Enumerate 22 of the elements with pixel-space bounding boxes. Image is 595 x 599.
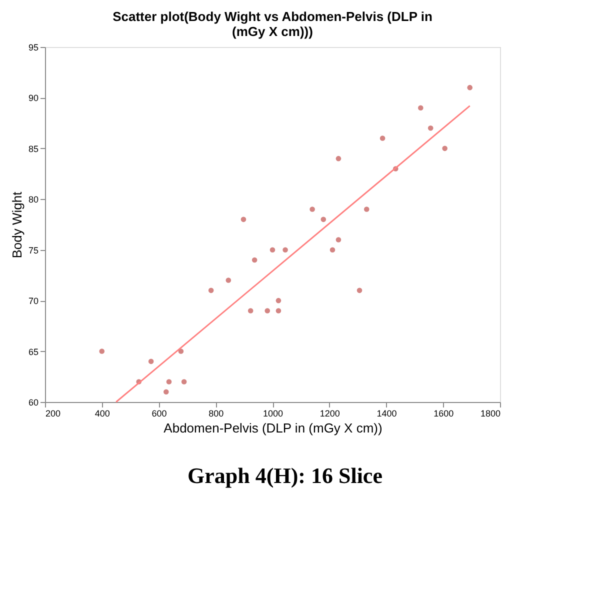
y-tick-label: 65 bbox=[28, 346, 38, 357]
y-tick-label: 80 bbox=[28, 194, 38, 205]
y-tick-label: 90 bbox=[28, 93, 38, 104]
x-tick-label: 1400 bbox=[376, 408, 397, 418]
y-tick-label: 95 bbox=[28, 42, 38, 52]
text: (mGy X cm))) bbox=[232, 24, 313, 39]
x-tick-label: 400 bbox=[94, 408, 110, 418]
x-axis-title: Abdomen-Pelvis (DLP in (mGy X cm)) bbox=[164, 420, 382, 436]
x-tick-label: 1600 bbox=[434, 408, 454, 418]
x-tick-label: 1000 bbox=[262, 408, 284, 418]
y-tick-label: 75 bbox=[28, 245, 38, 256]
x-tick-label: 1800 bbox=[480, 408, 500, 418]
y-tick-label: 85 bbox=[28, 144, 38, 154]
x-tick-label: 200 bbox=[46, 408, 61, 418]
text: Scatter plot(Body Wight vs Abdomen-Pelvis (DLP in bbox=[112, 9, 432, 24]
y-tick-label: 60 bbox=[28, 398, 38, 408]
y-axis-title: Body Wight bbox=[9, 191, 24, 258]
x-tick-label: 800 bbox=[208, 408, 224, 418]
x-tick-label: 1200 bbox=[320, 408, 340, 418]
x-tick-label: 600 bbox=[152, 408, 167, 418]
y-tick-label: 70 bbox=[28, 296, 38, 306]
caption: Graph 4(H): 16 Slice bbox=[188, 463, 383, 488]
